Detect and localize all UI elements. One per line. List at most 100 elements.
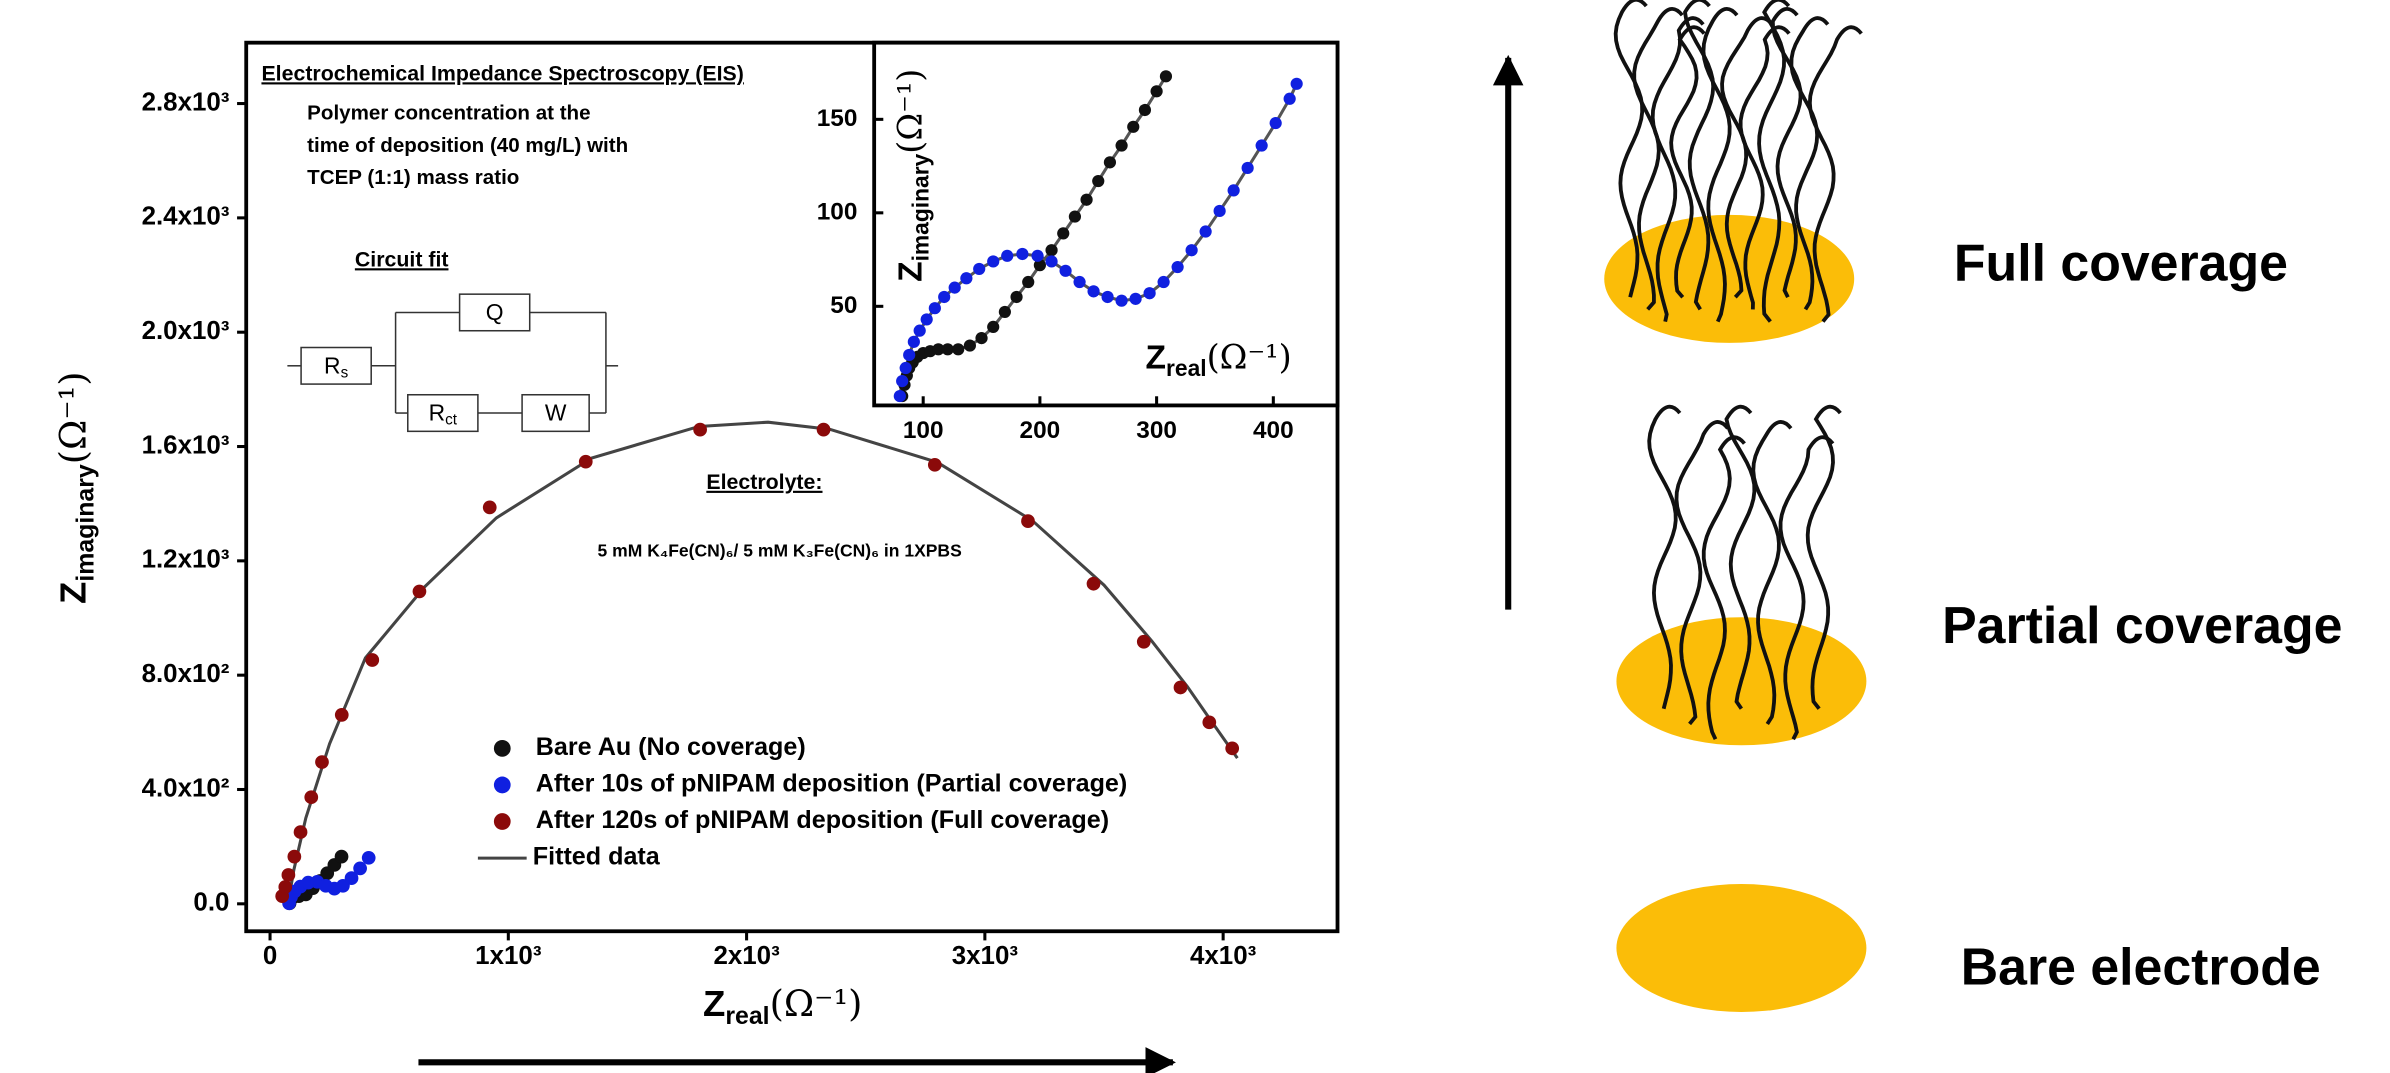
data-point: [899, 361, 912, 375]
label-main: Z: [1146, 340, 1166, 377]
label-sub: imaginary: [907, 153, 933, 261]
y-tick-label: 4.0x10²: [142, 774, 230, 802]
data-point: [1033, 259, 1046, 272]
polymer-strand: [1674, 420, 1730, 726]
data-point: [973, 262, 986, 276]
label-main: R: [429, 400, 446, 426]
series-line: [286, 420, 1239, 905]
data-point: [1138, 103, 1152, 117]
data-point: [281, 868, 296, 882]
label-sub: ct: [445, 412, 458, 429]
data-point: [1103, 156, 1117, 169]
data-point: [1171, 260, 1184, 274]
data-point: [1213, 204, 1226, 218]
label-sub: real: [1166, 355, 1207, 381]
markers: [893, 70, 1303, 403]
data-point: [1150, 85, 1163, 98]
coverage-label: Full coverage: [1954, 233, 2288, 291]
data-point: [1199, 225, 1212, 238]
data-point: [941, 343, 954, 356]
y-tick-label: 1.2x10³: [142, 546, 230, 574]
data-point: [1202, 715, 1217, 730]
data-point: [1031, 249, 1044, 262]
data-point: [334, 708, 349, 722]
data-point: [1045, 255, 1058, 268]
data-point: [1136, 634, 1151, 649]
y-tick-label: 2.4x10³: [142, 203, 230, 231]
data-point: [1022, 275, 1035, 289]
coverage-label: Partial coverage: [1942, 596, 2342, 654]
y-tick-label: 50: [830, 292, 857, 319]
data-point: [927, 457, 942, 472]
electrolyte-title: Electrolyte:: [706, 470, 822, 494]
data-point: [907, 335, 920, 348]
label-main: R: [324, 352, 341, 378]
condition-line: TCEP (1:1) mass ratio: [307, 166, 519, 189]
x-tick-label: 3x10³: [952, 942, 1019, 970]
data-point: [1127, 120, 1140, 133]
label-sub: real: [725, 1001, 769, 1029]
circuit-label: W: [545, 400, 567, 426]
label-unit: (Ω⁻¹): [770, 981, 863, 1024]
polymer-strand: [1757, 0, 1791, 323]
circuit-label: Rs: [324, 352, 349, 381]
data-point: [1115, 139, 1128, 152]
polymer-strand: [1701, 7, 1739, 323]
data-point: [1087, 285, 1100, 298]
x-tick-label: 1x10³: [475, 942, 542, 970]
y-tick-label: 1.6x10³: [142, 431, 230, 459]
data-point: [903, 348, 916, 362]
y-tick-label: 8.0x10²: [142, 660, 230, 688]
x-tick-label: 4x10³: [1190, 942, 1257, 970]
data-point: [304, 790, 319, 805]
data-point: [1173, 680, 1188, 695]
data-point: [1157, 275, 1170, 289]
label-main: Z: [892, 261, 929, 281]
data-point: [1255, 139, 1268, 152]
polymer-brush: [1613, 0, 1863, 323]
legend-marker: [493, 813, 511, 830]
condition-line: time of deposition (40 mg/L) with: [307, 134, 628, 157]
x-tick-label: 400: [1253, 417, 1294, 444]
data-point: [1129, 292, 1142, 305]
inset-chart: 100 200 300 40050100150Zreal(Ω⁻¹)Zimaginary…: [817, 40, 1340, 444]
polymer-strand: [1807, 25, 1863, 323]
data-point: [1057, 227, 1070, 240]
data-point: [928, 302, 941, 315]
polymer-strand: [1683, 0, 1716, 311]
data-point: [1241, 161, 1254, 175]
data-point: [293, 825, 308, 839]
data-point: [1080, 193, 1093, 206]
rs-box: [300, 346, 372, 385]
data-point: [361, 850, 376, 865]
data-point: [963, 339, 976, 352]
data-point: [278, 880, 293, 894]
polymer-strand: [1789, 16, 1830, 311]
label-main: Z: [703, 983, 725, 1024]
y-tick-label: 150: [817, 105, 858, 132]
x-tick-label: 0: [263, 942, 277, 970]
y-tick-label: 2.0x10³: [142, 317, 230, 345]
y-tick-label: 100: [817, 198, 858, 225]
polymer-strand: [1669, 25, 1706, 299]
x-tick-label: 300: [1136, 417, 1177, 444]
label-unit: (Ω⁻¹): [890, 69, 929, 154]
condition-line: Polymer concentration at the: [307, 102, 590, 125]
data-point: [1092, 174, 1105, 188]
markers: [275, 422, 1240, 911]
data-point: [938, 290, 951, 304]
data-point: [482, 500, 497, 515]
schematic: Full coverage Partial coverage Bare elec…: [1604, 0, 2342, 1013]
coverage-label: Bare electrode: [1961, 938, 2321, 996]
electrode: [1616, 884, 1867, 1013]
q-box: [458, 293, 531, 332]
data-point: [353, 861, 367, 876]
data-point: [987, 255, 1000, 268]
data-point: [920, 313, 933, 326]
data-point: [1269, 116, 1282, 130]
x-tick-label: 100: [903, 417, 944, 444]
data-point: [334, 849, 349, 864]
legend-label: After 10s of pNIPAM deposition (Partial …: [536, 770, 1127, 798]
